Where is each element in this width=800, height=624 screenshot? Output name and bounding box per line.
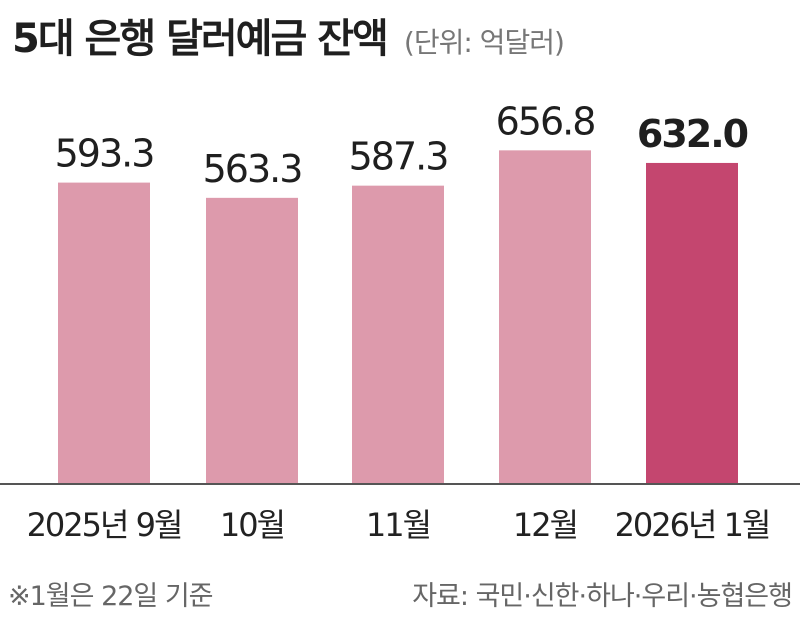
value-label-1: 593.3 [55, 132, 154, 176]
bar-4 [499, 150, 591, 485]
category-label-2: 10월 [220, 506, 284, 544]
value-label-2: 563.3 [203, 147, 302, 191]
bar-5 [646, 162, 738, 484]
bars-group [58, 150, 738, 485]
bar-1 [58, 182, 150, 484]
bar-2 [206, 197, 298, 484]
unit-label: (단위: 억달러) [403, 26, 565, 59]
bar-3 [352, 185, 444, 484]
footnote: ※1월은 22일 기준 [8, 581, 214, 612]
category-label-3: 11월 [366, 506, 430, 544]
title-row: 5대 은행 달러예금 잔액 (단위: 억달러) [12, 6, 565, 64]
chart-title: 5대 은행 달러예금 잔액 [12, 16, 389, 62]
category-label-4: 12월 [513, 506, 577, 544]
source-note: 자료: 국민·신한·하나·우리·농협은행 [412, 581, 793, 612]
value-label-3: 587.3 [349, 135, 448, 179]
value-label-4: 656.8 [496, 99, 595, 143]
category-label-5: 2026년 1월 [615, 506, 770, 544]
value-labels-group: 593.3 563.3 587.3 656.8 632.0 [55, 99, 750, 191]
category-labels-group: 2025년 9월 10월 11월 12월 2026년 1월 [27, 506, 772, 544]
category-label-1: 2025년 9월 [27, 506, 182, 544]
value-label-5: 632.0 [637, 112, 748, 156]
